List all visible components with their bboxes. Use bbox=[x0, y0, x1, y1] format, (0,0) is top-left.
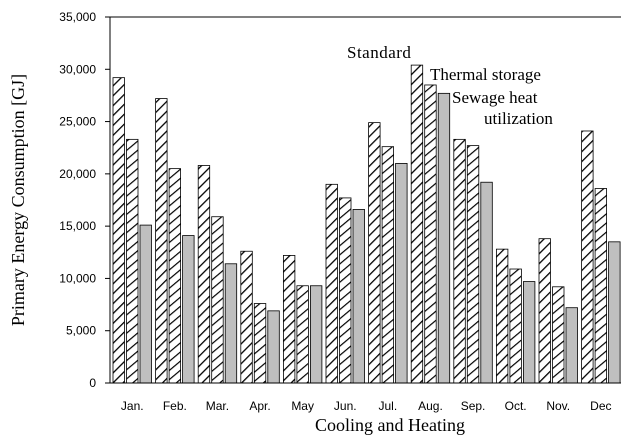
y-axis-ticks: 0 5,000 10,000 15,000 20,000 25,000 30,000 35,0… bbox=[59, 10, 110, 390]
x-tick-label: Nov. bbox=[546, 399, 570, 413]
bar-thermal-storage-jun bbox=[339, 197, 352, 384]
bar-thermal-storage-sep bbox=[466, 145, 480, 384]
y-tick-label: 30,000 bbox=[59, 62, 96, 76]
bar-sewage-heat-utilization-may bbox=[309, 285, 323, 384]
legend-thermal-storage-label: Thermal storage bbox=[430, 65, 541, 84]
x-tick-label: Mar. bbox=[206, 399, 229, 413]
y-tick-label: 0 bbox=[89, 376, 96, 390]
bar-sewage-heat-utilization-aug bbox=[437, 92, 451, 384]
bar-sewage-heat-utilization-nov bbox=[565, 307, 578, 384]
x-tick-label: Jul. bbox=[379, 399, 398, 413]
bar-standard-apr bbox=[240, 250, 253, 384]
y-tick-label: 15,000 bbox=[59, 219, 96, 233]
bar-standard-aug bbox=[410, 64, 424, 384]
bar-standard-jul bbox=[368, 122, 381, 384]
bar-standard-jun bbox=[325, 183, 338, 384]
y-tick-label: 25,000 bbox=[59, 115, 96, 129]
x-tick-label: May bbox=[291, 399, 314, 413]
bar-sewage-heat-utilization-dec bbox=[608, 241, 621, 384]
bar-standard-dec bbox=[581, 130, 594, 384]
y-tick-label: 35,000 bbox=[59, 10, 96, 24]
y-tick-label: 10,000 bbox=[59, 271, 96, 285]
bar-sewage-heat-utilization-mar bbox=[224, 263, 238, 384]
bar-sewage-heat-utilization-apr bbox=[267, 310, 280, 384]
bar-sewage-heat-utilization-oct bbox=[523, 281, 536, 384]
bar-sewage-heat-utilization-feb bbox=[182, 235, 195, 384]
x-tick-label: Dec bbox=[590, 399, 611, 413]
bar-standard-feb bbox=[155, 98, 168, 384]
x-tick-label: Apr. bbox=[249, 399, 270, 413]
bar-thermal-storage-aug bbox=[424, 84, 437, 384]
x-axis-ticks: Jan. Feb. Mar. Apr. May Jun. Jul. Aug. Sep. Oct. N… bbox=[121, 399, 612, 413]
bar-thermal-storage-oct bbox=[509, 268, 522, 384]
x-axis-title: Cooling and Heating bbox=[315, 415, 465, 435]
bar-thermal-storage-jan bbox=[126, 138, 139, 384]
bar-thermal-storage-apr bbox=[253, 303, 267, 384]
bar-thermal-storage-may bbox=[296, 285, 309, 384]
bar-standard-mar bbox=[197, 165, 211, 384]
bar-sewage-heat-utilization-sep bbox=[480, 181, 493, 384]
bar-standard-may bbox=[282, 255, 296, 384]
bar-thermal-storage-feb bbox=[168, 168, 182, 384]
bar-thermal-storage-dec bbox=[594, 188, 607, 384]
bar-standard-nov bbox=[538, 238, 551, 384]
bar-sewage-heat-utilization-jun bbox=[352, 209, 365, 384]
bar-sewage-heat-utilization-jan bbox=[139, 224, 152, 384]
legend-sewage-label-line1: Sewage heat bbox=[452, 88, 538, 107]
x-tick-label: Aug. bbox=[418, 399, 443, 413]
bar-thermal-storage-mar bbox=[211, 216, 224, 384]
legend-standard-label: Standard bbox=[347, 43, 411, 62]
bar-sewage-heat-utilization-jul bbox=[395, 162, 408, 384]
bar-standard-jan bbox=[112, 77, 125, 384]
x-tick-label: Sep. bbox=[461, 399, 486, 413]
x-tick-label: Jan. bbox=[121, 399, 144, 413]
x-tick-label: Feb. bbox=[163, 399, 187, 413]
bar-thermal-storage-jul bbox=[381, 146, 395, 384]
x-tick-label: Oct. bbox=[505, 399, 527, 413]
bar-standard-oct bbox=[495, 248, 509, 384]
y-tick-label: 5,000 bbox=[66, 324, 96, 338]
legend-sewage-label-line2: utilization bbox=[484, 109, 553, 128]
y-tick-label: 20,000 bbox=[59, 167, 96, 181]
y-axis-title: Primary Energy Consumption [GJ] bbox=[8, 74, 28, 326]
x-tick-label: Jun. bbox=[334, 399, 357, 413]
bar-thermal-storage-nov bbox=[552, 286, 565, 384]
bar-standard-sep bbox=[453, 138, 466, 384]
